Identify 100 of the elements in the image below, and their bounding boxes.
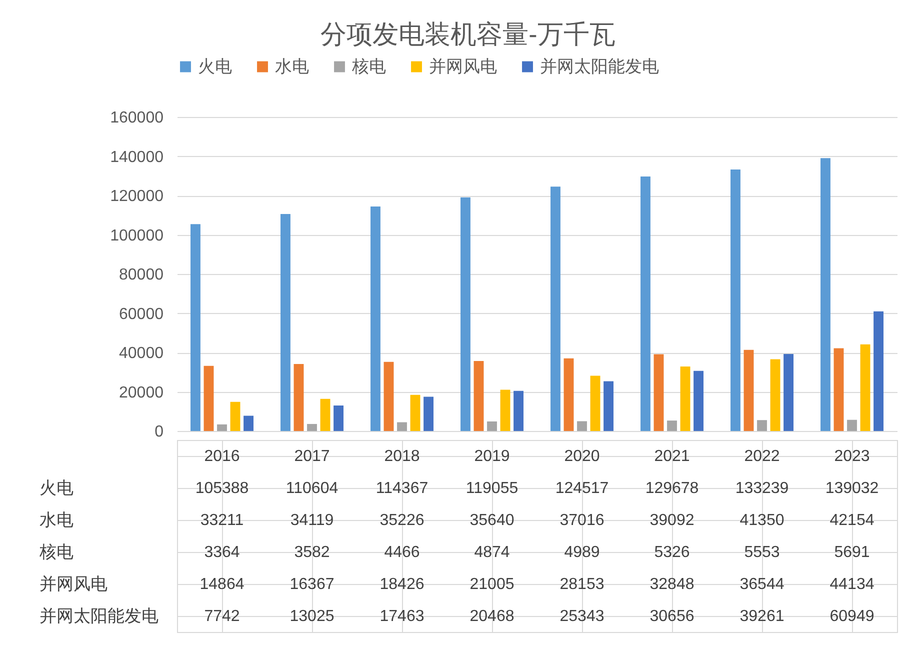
legend-label: 火电 — [198, 56, 232, 76]
bar — [604, 381, 614, 431]
data-label: 119055 — [466, 480, 518, 497]
y-tick-label: 40000 — [119, 345, 164, 362]
data-label: 105388 — [195, 480, 249, 497]
data-label: 34119 — [290, 512, 334, 529]
bar — [487, 421, 497, 431]
bar — [307, 424, 317, 431]
legend-label: 并网风电 — [429, 56, 497, 76]
data-label: 60949 — [830, 608, 874, 625]
data-label: 30656 — [650, 608, 694, 625]
bar — [640, 176, 650, 431]
data-label: 44134 — [830, 576, 874, 593]
data-label: 124517 — [555, 480, 609, 497]
bar — [784, 354, 794, 431]
bar — [500, 390, 510, 431]
data-label: 35640 — [470, 512, 514, 529]
bar — [590, 376, 600, 431]
bar — [280, 214, 290, 431]
data-label: 3364 — [204, 544, 240, 561]
data-label: 13025 — [290, 608, 334, 625]
data-label: 133239 — [735, 480, 789, 497]
bar — [384, 362, 394, 431]
bar — [680, 366, 690, 431]
chart-title: 分项发电装机容量-万千瓦 — [320, 19, 616, 49]
bar — [334, 405, 344, 431]
bar — [694, 370, 704, 431]
bar — [190, 224, 200, 431]
y-tick-label: 120000 — [110, 188, 164, 205]
x-tick-label: 2019 — [474, 448, 510, 465]
bar — [874, 311, 884, 431]
bar — [847, 420, 857, 431]
x-tick-label: 2017 — [294, 448, 330, 465]
bar — [654, 354, 664, 431]
bar — [834, 348, 844, 431]
y-tick-label: 160000 — [110, 110, 164, 126]
data-label: 39261 — [740, 608, 784, 625]
data-label: 37016 — [560, 512, 604, 529]
x-tick-label: 2016 — [204, 448, 240, 465]
bar — [320, 398, 330, 431]
data-label: 25343 — [560, 608, 604, 625]
text: 水电 — [40, 510, 74, 530]
data-label: 5326 — [654, 544, 690, 561]
data-label: 20468 — [470, 608, 514, 625]
bar — [244, 416, 254, 431]
bar — [820, 158, 830, 431]
bar — [217, 424, 227, 431]
data-label: 110604 — [286, 480, 338, 497]
bar — [744, 350, 754, 431]
bar — [730, 170, 740, 431]
data-label: 41350 — [740, 512, 784, 529]
x-tick-label: 2018 — [384, 448, 420, 465]
bar — [460, 197, 470, 431]
bar — [294, 364, 304, 431]
data-label: 129678 — [645, 480, 699, 497]
text: 核电 — [40, 542, 74, 562]
x-tick-label: 2022 — [744, 448, 780, 465]
bar — [860, 344, 870, 431]
bar — [410, 394, 420, 431]
data-label: 21005 — [470, 576, 514, 593]
x-tick-label: 2021 — [654, 448, 690, 465]
data-label: 4466 — [384, 544, 420, 561]
data-label: 42154 — [830, 512, 874, 529]
data-label: 18426 — [380, 576, 424, 593]
legend-label: 核电 — [351, 56, 386, 76]
text: 并网太阳能发电 — [40, 606, 158, 626]
bar — [474, 361, 484, 431]
bar — [514, 390, 524, 431]
y-tick-label: 20000 — [119, 384, 164, 402]
data-label: 4989 — [564, 544, 600, 561]
data-label: 5691 — [834, 544, 870, 561]
data-label: 4874 — [474, 544, 510, 561]
bar — [577, 421, 587, 431]
data-label: 32848 — [650, 576, 694, 593]
text: 火电 — [40, 478, 74, 498]
data-label: 16367 — [290, 576, 334, 593]
data-label: 33211 — [200, 512, 244, 529]
bar — [397, 422, 407, 431]
bar — [550, 186, 560, 431]
data-label: 35226 — [380, 512, 424, 529]
data-label: 14864 — [200, 576, 244, 593]
data-label: 3582 — [294, 544, 330, 561]
legend-label: 水电 — [275, 56, 309, 76]
bar — [667, 420, 677, 431]
data-label: 28153 — [560, 576, 604, 593]
data-label: 5553 — [744, 544, 780, 561]
y-tick-label: 140000 — [110, 148, 164, 166]
data-label: 114367 — [376, 480, 428, 497]
x-tick-label: 2020 — [564, 448, 600, 465]
x-tick-label: 2023 — [834, 448, 870, 465]
bar — [757, 420, 767, 431]
y-tick-label: 100000 — [110, 227, 164, 244]
data-label: 7742 — [204, 608, 240, 625]
bar — [230, 402, 240, 431]
text: 并网风电 — [40, 574, 108, 594]
bar — [770, 359, 780, 431]
bar — [370, 206, 380, 431]
data-label: 39092 — [650, 512, 694, 529]
data-label: 17463 — [380, 608, 424, 625]
data-label: 139032 — [825, 480, 879, 497]
